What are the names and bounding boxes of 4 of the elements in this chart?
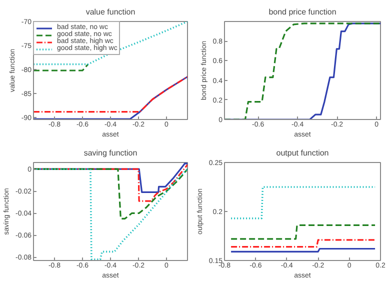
chart-title: output function (276, 148, 329, 158)
chart-title: bond price function (268, 8, 336, 16)
chart-title: value function (86, 8, 136, 16)
chart-title: saving function (84, 148, 138, 158)
